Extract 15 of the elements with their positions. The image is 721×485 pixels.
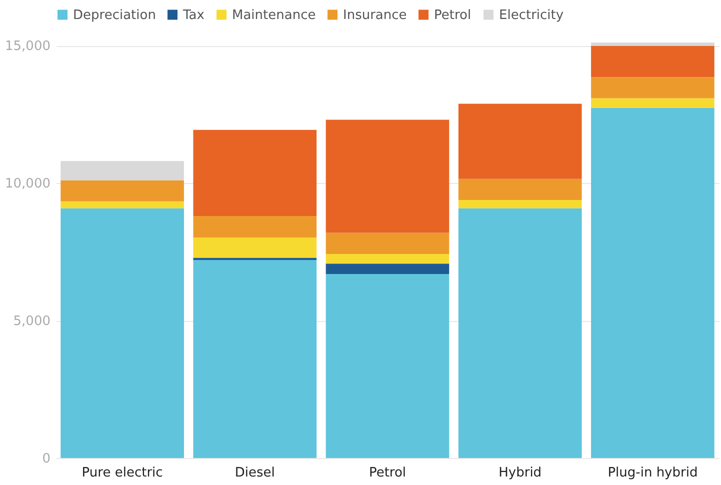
legend-label: Maintenance — [232, 8, 316, 23]
legend-label: Electricity — [499, 8, 564, 23]
x-tick-label: Pure electric — [82, 466, 163, 480]
x-tick-label: Petrol — [368, 466, 406, 480]
legend-label: Tax — [182, 8, 205, 23]
x-tick-label: Plug-in hybrid — [608, 466, 698, 480]
y-tick-label: 5,000 — [13, 314, 50, 329]
legend-label: Petrol — [434, 8, 472, 23]
y-tick-label: 15,000 — [5, 39, 50, 54]
legend-label: Insurance — [343, 8, 407, 23]
x-tick-label: Diesel — [234, 466, 275, 480]
legend-label: Depreciation — [73, 8, 156, 23]
x-tick-label: Hybrid — [498, 466, 542, 480]
y-tick-label: 0 — [42, 452, 50, 466]
y-tick-label: 10,000 — [5, 176, 50, 192]
